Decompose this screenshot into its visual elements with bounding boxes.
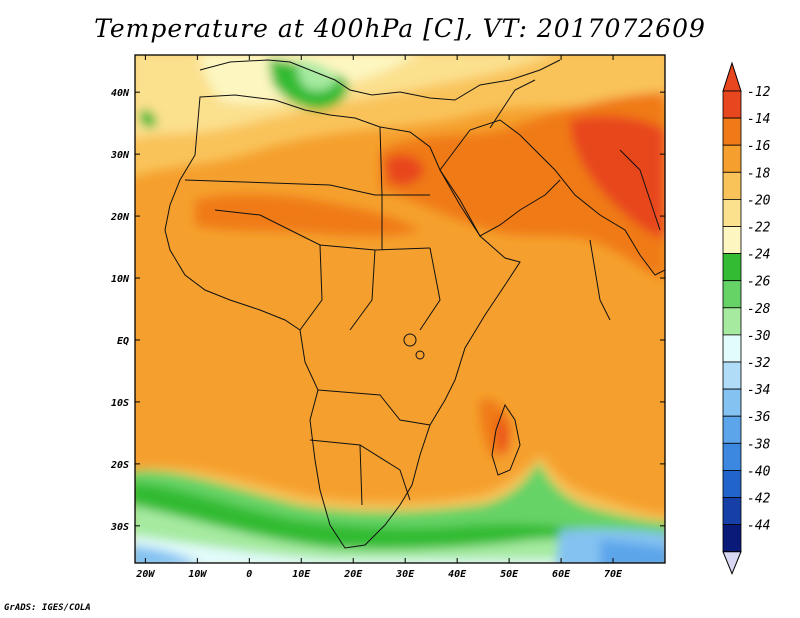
colorbar-swatch bbox=[722, 144, 742, 173]
coastlines bbox=[164, 59, 665, 549]
lon-tick-label: 40E bbox=[448, 569, 467, 580]
colorbar-swatch bbox=[722, 253, 742, 282]
colorbar-swatch bbox=[722, 117, 742, 146]
colorbar-swatch bbox=[722, 198, 742, 227]
colorbar-swatch bbox=[722, 442, 742, 471]
lon-tick-label: 20W bbox=[135, 569, 155, 580]
colorbar-swatch bbox=[722, 469, 742, 498]
colorbar-top-triangle bbox=[722, 61, 742, 92]
colorbar-label: -30 bbox=[747, 329, 771, 344]
colorbar-swatch bbox=[722, 171, 742, 200]
colorbar-swatch bbox=[722, 280, 742, 309]
colorbar-label: -14 bbox=[747, 112, 770, 127]
longitude-axis: 20W 10W 0 10E 20E 30E 40E 50E 60E 70E bbox=[135, 55, 623, 580]
colorbar-swatch bbox=[722, 226, 742, 255]
lat-tick-label: 10S bbox=[111, 398, 129, 409]
colorbar-swatch bbox=[722, 307, 742, 336]
lon-tick-label: 10E bbox=[292, 569, 311, 580]
temperature-field bbox=[135, 55, 665, 563]
lat-tick-label: EQ bbox=[117, 336, 129, 347]
colorbar-bottom-triangle bbox=[722, 551, 742, 576]
colorbar-label: -16 bbox=[747, 139, 771, 154]
lon-tick-label: 70E bbox=[604, 569, 623, 580]
lon-tick-label: 10W bbox=[188, 569, 207, 580]
lon-tick-label: 50E bbox=[500, 569, 519, 580]
lon-tick-label: 20E bbox=[343, 569, 363, 580]
map-frame bbox=[134, 54, 666, 564]
colorbar-label: -20 bbox=[747, 193, 771, 208]
credit-text: GrADS: IGES/COLA bbox=[4, 603, 91, 613]
lat-tick-label: 30S bbox=[110, 522, 129, 533]
colorbar-swatch bbox=[722, 497, 742, 526]
colorbar-label: -22 bbox=[747, 221, 771, 236]
latitude-axis: 40N 30N 20N 10N EQ 10S 20S 30S bbox=[110, 88, 665, 533]
colorbar-label: -36 bbox=[747, 410, 771, 425]
colorbar-label: -18 bbox=[747, 166, 771, 181]
colorbar-label: -44 bbox=[747, 519, 770, 534]
lon-tick-label: 0 bbox=[246, 569, 252, 580]
colorbar-label: -26 bbox=[747, 275, 771, 290]
colorbar-swatch bbox=[722, 524, 742, 553]
colorbar-label: -12 bbox=[747, 85, 771, 100]
colorbar-label: -40 bbox=[747, 464, 771, 479]
colorbar-swatch bbox=[722, 415, 742, 444]
lat-tick-label: 10N bbox=[111, 274, 130, 285]
lat-tick-label: 20S bbox=[110, 460, 129, 471]
lat-tick-label: 30N bbox=[110, 150, 130, 161]
lon-tick-label: 30E bbox=[395, 569, 415, 580]
colorbar-swatch bbox=[722, 90, 742, 119]
colorbar-swatch bbox=[722, 361, 742, 390]
map-title: Temperature at 400hPa [C], VT: 201707260… bbox=[94, 14, 706, 43]
lat-tick-label: 40N bbox=[111, 88, 130, 99]
colorbar-label: -28 bbox=[747, 302, 771, 317]
colorbar-swatch bbox=[722, 388, 742, 417]
lat-tick-label: 20N bbox=[110, 212, 130, 223]
colorbar-label: -24 bbox=[747, 248, 770, 263]
colorbar: -12 -14 -16 -18 -20 -22 -24 -26 -28 -30 -32 -34 -36 -… bbox=[722, 61, 771, 576]
lon-tick-label: 60E bbox=[552, 569, 571, 580]
colorbar-label: -42 bbox=[747, 492, 771, 507]
colorbar-label: -32 bbox=[747, 356, 771, 371]
colorbar-swatch bbox=[722, 334, 742, 363]
colorbar-label: -34 bbox=[747, 383, 770, 398]
colorbar-label: -38 bbox=[747, 437, 771, 452]
